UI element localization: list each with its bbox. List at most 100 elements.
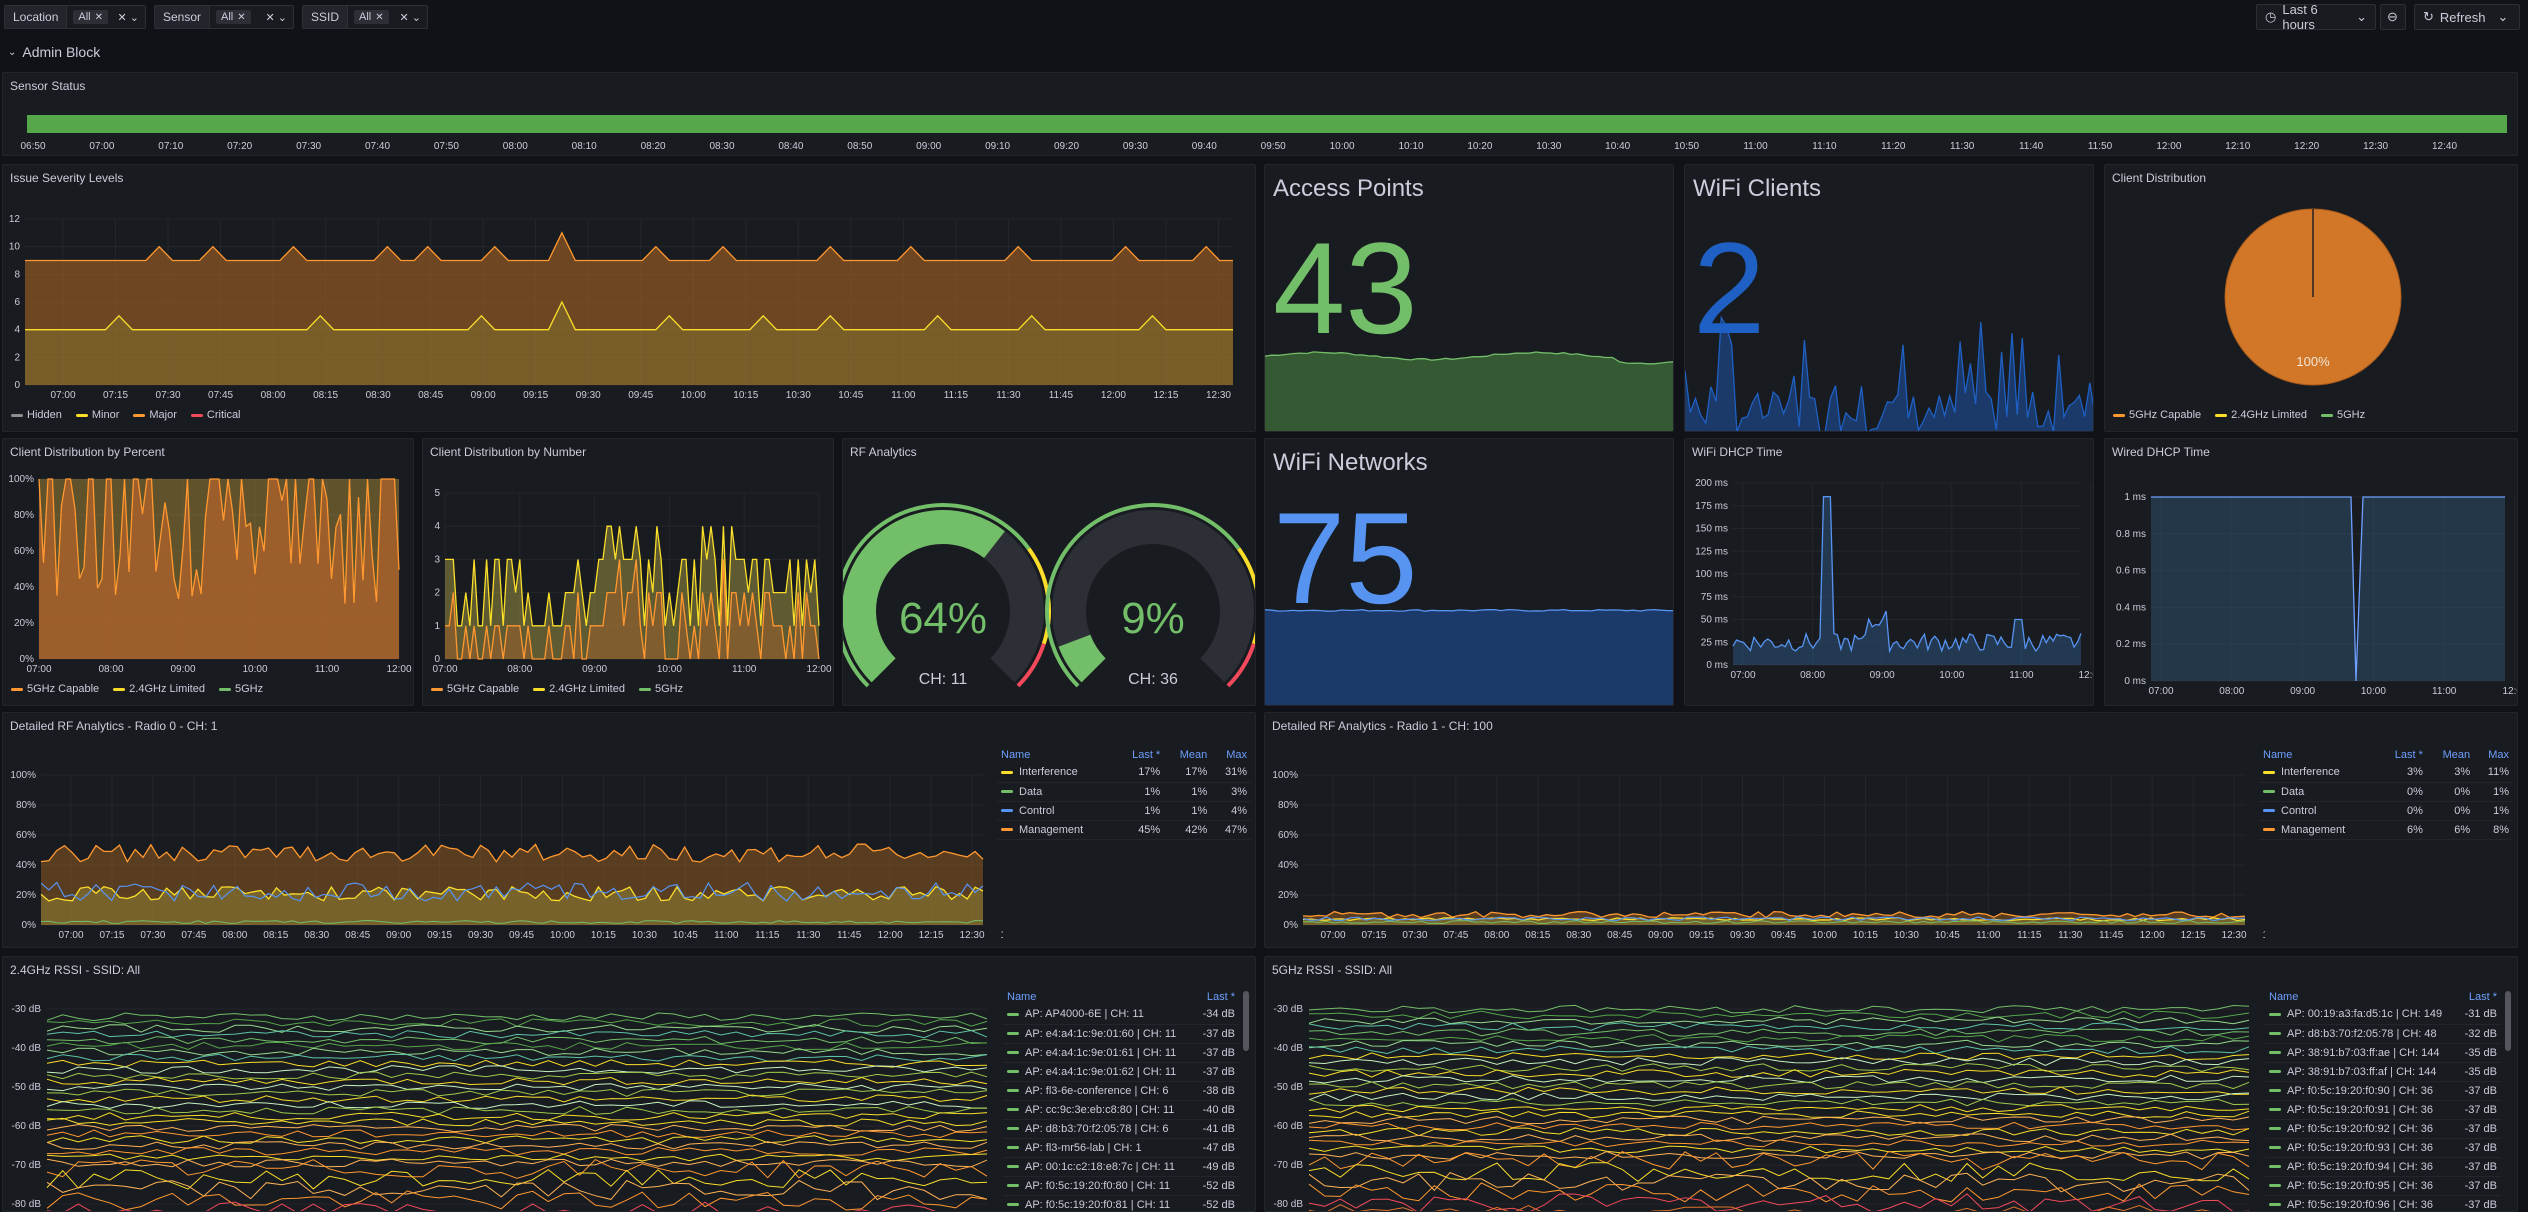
time-range-picker[interactable]: ◷ Last 6 hours ⌄ bbox=[2256, 2, 2376, 32]
legend-item[interactable]: 5GHz Capable bbox=[2113, 409, 2201, 421]
legend-item[interactable]: 5GHz Capable bbox=[11, 683, 99, 695]
x-tick-label: 09:00 bbox=[170, 664, 195, 675]
legend-col-header[interactable]: Last * bbox=[1206, 991, 1235, 1003]
rssi-series-line bbox=[1308, 1074, 2250, 1084]
legend-row[interactable]: AP: f0:5c:19:20:f0:92 | CH: 36 -37 dB bbox=[2265, 1119, 2501, 1139]
variable-location[interactable]: Location All ✕ ✕ ⌄ bbox=[4, 5, 146, 29]
legend-item[interactable]: 2.4GHz Limited bbox=[2215, 409, 2307, 421]
legend-swatch bbox=[2269, 1203, 2281, 1207]
legend-item[interactable]: Critical bbox=[190, 409, 241, 421]
x-tick-label: 10:00 bbox=[657, 664, 682, 675]
legend-row[interactable]: AP: f0:5c:19:20:f0:81 | CH: 11 -52 dB bbox=[1003, 1195, 1239, 1211]
legend-row[interactable]: AP: f0:5c:19:20:f0:80 | CH: 11 -52 dB bbox=[1003, 1176, 1239, 1196]
legend-row[interactable]: AP: AP4000-6E | CH: 11 -34 dB bbox=[1003, 1005, 1239, 1025]
x-tick-label: 07:45 bbox=[181, 930, 206, 941]
clear-icon[interactable]: ✕ ⌄ bbox=[117, 11, 140, 24]
legend-label: 2.4GHz Limited bbox=[2231, 409, 2307, 421]
legend-scrollbar[interactable] bbox=[1243, 991, 1249, 1051]
legend-row[interactable]: AP: f0:5c:19:20:f0:93 | CH: 36 -37 dB bbox=[2265, 1138, 2501, 1158]
legend-row[interactable]: Interference 3% 3% 11% bbox=[2259, 763, 2513, 783]
x-tick-label: 10:00 bbox=[1812, 930, 1837, 941]
clear-icon[interactable]: ✕ ⌄ bbox=[265, 11, 288, 24]
rf-radio1-chart: 0% 20% 40% 60% 80% 100% 07:00 07:15 07:30 07:45 08… bbox=[1272, 770, 2265, 941]
legend-item[interactable]: 5GHz bbox=[2320, 409, 2365, 421]
legend-item[interactable]: 2.4GHz Limited bbox=[113, 683, 205, 695]
x-tick-label: 07:45 bbox=[1443, 930, 1468, 941]
legend-item[interactable]: 5GHz bbox=[638, 683, 683, 695]
legend-row[interactable]: Interference 17% 17% 31% bbox=[997, 763, 1251, 783]
legend-col-header[interactable]: Mean bbox=[2442, 749, 2471, 761]
legend-col-header[interactable]: Last * bbox=[2394, 749, 2423, 761]
legend-swatch bbox=[11, 687, 23, 691]
legend-col-header[interactable]: Name bbox=[1001, 749, 1031, 761]
legend-row[interactable]: AP: f0:5c:19:20:f0:94 | CH: 36 -37 dB bbox=[2265, 1157, 2501, 1177]
legend-row[interactable]: AP: e4:a4:1c:9e:01:62 | CH: 11 -37 dB bbox=[1003, 1062, 1239, 1082]
x-tick-label: 10:45 bbox=[838, 390, 863, 401]
legend-col-header[interactable]: Name bbox=[2263, 749, 2293, 761]
refresh-button[interactable]: ↻ Refresh ⌄ bbox=[2414, 4, 2520, 30]
legend-row[interactable]: AP: 00:19:a3:fa:d5:1c | CH: 149 -31 dB bbox=[2265, 1005, 2501, 1025]
rssi-series-line bbox=[1308, 1086, 2250, 1096]
legend-row[interactable]: AP: 38:91:b7:03:ff:af | CH: 144 -35 dB bbox=[2265, 1062, 2501, 1082]
rssi-series-line bbox=[1308, 1133, 2250, 1143]
variable-ssid[interactable]: SSID All ✕ ✕ ⌄ bbox=[302, 5, 428, 29]
x-tick-label: 11:00 bbox=[891, 390, 916, 401]
legend-col-header[interactable]: Last * bbox=[2468, 991, 2497, 1003]
zoom-out-button[interactable]: ⊖ bbox=[2380, 4, 2406, 30]
legend-row[interactable]: AP: d8:b3:70:f2:05:78 | CH: 6 -41 dB bbox=[1003, 1119, 1239, 1139]
legend-row[interactable]: AP: f0:5c:19:20:f0:96 | CH: 36 -37 dB bbox=[2265, 1195, 2501, 1211]
legend-col-header[interactable]: Name bbox=[2269, 991, 2299, 1003]
legend-swatch bbox=[11, 413, 23, 417]
legend-swatch bbox=[1007, 1070, 1019, 1074]
legend-row[interactable]: AP: e4:a4:1c:9e:01:61 | CH: 11 -37 dB bbox=[1003, 1043, 1239, 1063]
rssi-series-line bbox=[1308, 1104, 2250, 1113]
legend-row[interactable]: AP: fl3-mr56-lab | CH: 1 -47 dB bbox=[1003, 1138, 1239, 1158]
legend-col-header[interactable]: Max bbox=[1226, 749, 1247, 761]
legend-item[interactable]: Major bbox=[133, 409, 177, 421]
x-tick-label: 12:20 bbox=[2294, 141, 2319, 152]
legend-name: Interference bbox=[2281, 766, 2340, 779]
legend-row[interactable]: Control 0% 0% 1% bbox=[2259, 801, 2513, 821]
legend-col-header[interactable]: Max bbox=[2488, 749, 2509, 761]
variable-chip[interactable]: All ✕ bbox=[354, 10, 389, 24]
legend-row[interactable]: AP: 00:1c:c2:18:e8:7c | CH: 11 -49 dB bbox=[1003, 1157, 1239, 1177]
legend-row[interactable]: Data 1% 1% 3% bbox=[997, 782, 1251, 802]
legend-row[interactable]: AP: f0:5c:19:20:f0:90 | CH: 36 -37 dB bbox=[2265, 1081, 2501, 1101]
legend-row[interactable]: AP: f0:5c:19:20:f0:95 | CH: 36 -37 dB bbox=[2265, 1176, 2501, 1196]
legend-row[interactable]: AP: d8:b3:70:f2:05:78 | CH: 48 -32 dB bbox=[2265, 1024, 2501, 1044]
y-tick-label: -60 dB bbox=[1274, 1121, 1304, 1132]
row-admin-block[interactable]: ⌄ Admin Block bbox=[8, 44, 100, 60]
legend-item[interactable]: 5GHz bbox=[218, 683, 264, 695]
legend-name: AP: fl3-mr56-lab | CH: 1 bbox=[1025, 1141, 1142, 1154]
legend-row[interactable]: Management 45% 42% 47% bbox=[997, 820, 1251, 840]
wifi-dhcp-chart: 0 ms 25 ms 50 ms 75 ms 100 ms 125 ms 150 ms 175… bbox=[1695, 478, 2093, 681]
legend-row[interactable]: Management 6% 6% 8% bbox=[2259, 820, 2513, 840]
legend-item[interactable]: Minor bbox=[75, 409, 119, 421]
legend-row[interactable]: AP: e4:a4:1c:9e:01:60 | CH: 11 -37 dB bbox=[1003, 1024, 1239, 1044]
legend-item[interactable]: 5GHz Capable bbox=[431, 683, 519, 695]
legend-row[interactable]: AP: f0:5c:19:20:f0:91 | CH: 36 -37 dB bbox=[2265, 1100, 2501, 1120]
y-tick-label: -60 dB bbox=[12, 1121, 42, 1132]
legend-name: AP: e4:a4:1c:9e:01:60 | CH: 11 bbox=[1025, 1027, 1177, 1040]
rssi-series-line bbox=[46, 1123, 988, 1133]
x-tick-label: 08:30 bbox=[304, 930, 329, 941]
legend-scrollbar[interactable] bbox=[2505, 991, 2511, 1051]
legend-row[interactable]: Data 0% 0% 1% bbox=[2259, 782, 2513, 802]
legend-swatch bbox=[2269, 1165, 2281, 1169]
variable-chip[interactable]: All ✕ bbox=[73, 10, 108, 24]
clear-icon[interactable]: ✕ ⌄ bbox=[399, 11, 422, 24]
legend-row[interactable]: AP: fl3-6e-conference | CH: 6 -38 dB bbox=[1003, 1081, 1239, 1101]
legend-last: -40 dB bbox=[1195, 1100, 1239, 1120]
variable-sensor[interactable]: Sensor All ✕ ✕ ⌄ bbox=[154, 5, 294, 29]
legend-col-header[interactable]: Mean bbox=[1179, 749, 1208, 761]
legend-col-header[interactable]: Last * bbox=[1132, 749, 1161, 761]
legend-item[interactable]: Hidden bbox=[11, 409, 62, 421]
legend-label: 5GHz bbox=[234, 683, 264, 695]
legend-row[interactable]: Control 1% 1% 4% bbox=[997, 801, 1251, 821]
x-tick-label: 10:30 bbox=[1894, 930, 1919, 941]
legend-col-header[interactable]: Name bbox=[1007, 991, 1037, 1003]
legend-row[interactable]: AP: 38:91:b7:03:ff:ae | CH: 144 -35 dB bbox=[2265, 1043, 2501, 1063]
legend-item[interactable]: 2.4GHz Limited bbox=[533, 683, 625, 695]
variable-chip[interactable]: All ✕ bbox=[216, 10, 251, 24]
legend-row[interactable]: AP: cc:9c:3e:eb:c8:80 | CH: 11 -40 dB bbox=[1003, 1100, 1239, 1120]
